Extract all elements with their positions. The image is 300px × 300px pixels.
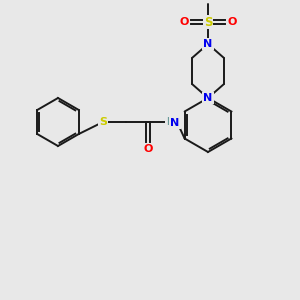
Text: N: N bbox=[203, 39, 213, 49]
Text: O: O bbox=[143, 144, 153, 154]
Text: N: N bbox=[203, 93, 213, 103]
Text: S: S bbox=[99, 117, 107, 127]
Text: S: S bbox=[204, 16, 212, 28]
Text: O: O bbox=[179, 17, 189, 27]
Text: H: H bbox=[166, 117, 174, 127]
Text: N: N bbox=[170, 118, 180, 128]
Text: O: O bbox=[227, 17, 237, 27]
